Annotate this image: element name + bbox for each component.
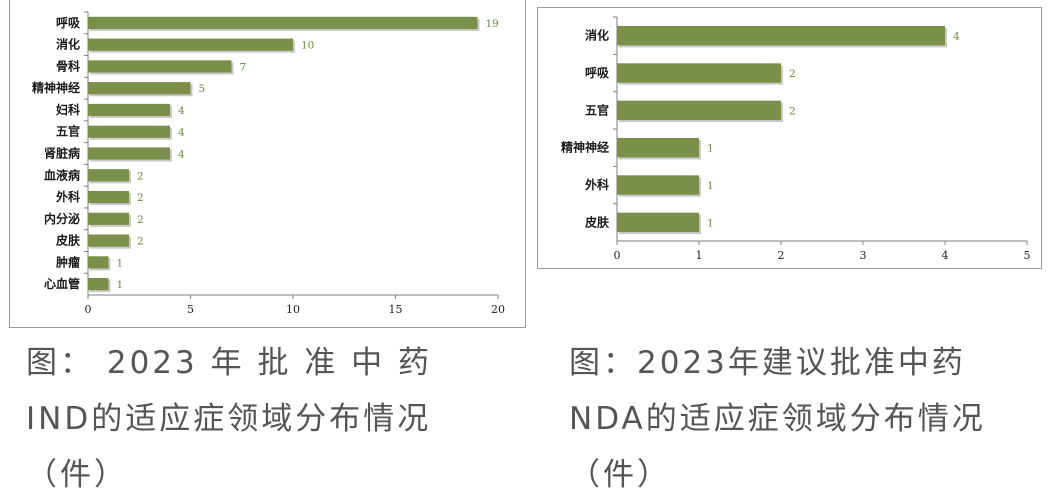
ind-x-tick-label: 5	[187, 303, 194, 316]
nda-category-label: 皮肤	[584, 214, 610, 229]
ind-category-label: 皮肤	[55, 233, 81, 248]
ind-category-label: 骨科	[56, 58, 80, 73]
ind-x-tick-label: 20	[491, 303, 505, 316]
nda-chart-caption: 图：2023年建议批准中药NDA的适应症领域分布情况（件）	[569, 345, 986, 493]
ind-bar	[88, 147, 170, 160]
ind-data-label: 2	[137, 236, 144, 248]
ind-category-label: 妇科	[55, 102, 80, 117]
ind-chart-caption: 图： 2023 年 批 准 中 药IND的适应症领域分布情况（件）	[26, 345, 433, 493]
ind-category-label: 外科	[56, 189, 80, 204]
ind-data-label: 2	[137, 214, 144, 226]
ind-category-label: 五官	[56, 124, 80, 139]
ind-bar	[88, 103, 170, 117]
nda-bar	[617, 175, 699, 195]
nda-data-label: 4	[953, 31, 960, 43]
ind-bar	[88, 16, 478, 29]
nda-bar	[617, 25, 945, 46]
ind-data-label: 19	[486, 18, 499, 30]
nda-category-label: 呼吸	[585, 65, 610, 80]
ind-data-label: 2	[137, 170, 144, 182]
ind-data-label: 7	[240, 61, 247, 73]
ind-data-label: 1	[117, 257, 124, 269]
ind-category-label: 内分泌	[44, 211, 80, 226]
nda-x-tick-label: 3	[860, 249, 867, 262]
ind-category-label: 精神神经	[32, 80, 80, 95]
nda-category-label: 外科	[585, 177, 609, 192]
nda-x-tick-label: 0	[614, 249, 621, 262]
nda-x-tick-label: 4	[942, 249, 949, 262]
ind-bar	[88, 60, 232, 73]
ind-x-tick-label: 0	[85, 303, 92, 316]
nda-bar	[617, 137, 699, 158]
nda-bar	[617, 63, 781, 83]
ind-category-label: 血液病	[44, 167, 80, 182]
nda-category-label: 消化	[585, 28, 609, 43]
ind-indication-chart: 0 5 10 15 20 呼吸 19 消化 10 骨科 7 精神神经 5 妇科 4 五官 4 肾脏病 4 血液病 2 外科…	[9, 0, 526, 328]
ind-bar	[88, 278, 109, 291]
ind-bar	[88, 234, 129, 247]
nda-x-tick-label: 2	[778, 249, 785, 262]
ind-bar	[88, 38, 293, 51]
ind-bar	[88, 169, 129, 182]
ind-x-tick-label: 10	[286, 303, 300, 316]
nda-data-label: 1	[707, 143, 714, 155]
ind-data-label: 4	[178, 105, 185, 117]
nda-data-label: 2	[789, 105, 796, 117]
nda-indication-chart: 0 1 2 3 4 5 消化 4 呼吸 2 五官 2 精神神经 1 外科 1 皮肤 1	[537, 7, 1042, 269]
ind-data-label: 2	[137, 192, 144, 204]
nda-category-label: 五官	[585, 102, 609, 117]
ind-category-label: 肿瘤	[56, 254, 80, 269]
ind-chart-plot: 0 5 10 15 20 呼吸 19 消化 10 骨科 7 精神神经 5 妇科 4 五官 4 肾脏病 4 血液病 2 外科…	[32, 11, 505, 316]
ind-data-label: 4	[178, 127, 185, 139]
ind-x-tick-label: 15	[389, 303, 403, 316]
ind-bar	[88, 256, 109, 269]
ind-category-label: 肾脏病	[44, 146, 80, 161]
ind-category-label: 呼吸	[56, 15, 81, 30]
ind-bar	[88, 125, 170, 138]
ind-bar	[88, 82, 191, 95]
nda-chart-plot: 0 1 2 3 4 5 消化 4 呼吸 2 五官 2 精神神经 1 外科 1 皮肤 1	[561, 16, 1031, 262]
nda-x-tick-label: 5	[1024, 249, 1031, 262]
nda-bar	[617, 212, 699, 233]
nda-category-label: 精神神经	[561, 140, 609, 155]
ind-category-label: 心血管	[44, 276, 80, 291]
ind-data-label: 4	[178, 149, 185, 161]
nda-data-label: 1	[707, 217, 714, 229]
ind-bar	[88, 212, 129, 225]
nda-data-label: 1	[707, 180, 714, 192]
ind-data-label: 1	[117, 279, 124, 291]
nda-bar	[617, 100, 781, 121]
ind-category-label: 消化	[56, 37, 80, 52]
ind-data-label: 10	[301, 40, 314, 52]
ind-data-label: 5	[199, 83, 206, 95]
nda-data-label: 2	[789, 68, 796, 80]
ind-bar	[88, 190, 129, 204]
nda-x-tick-label: 1	[696, 249, 703, 262]
